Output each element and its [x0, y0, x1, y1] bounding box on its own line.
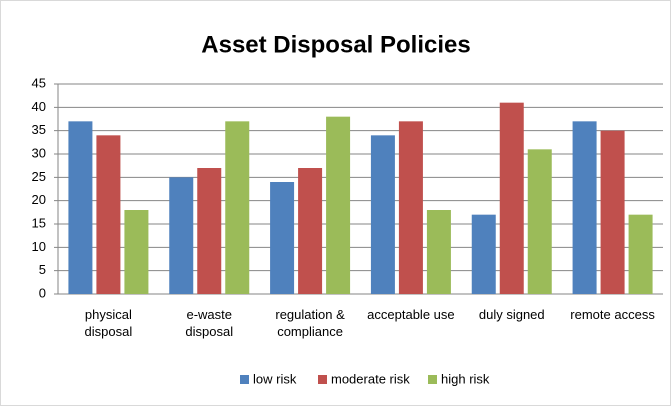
bar — [527, 149, 552, 294]
x-tick-label: duly signed — [478, 307, 545, 322]
bar — [169, 177, 194, 294]
bar — [68, 121, 93, 294]
legend-label: high risk — [441, 371, 490, 386]
x-tick-label: acceptable use — [367, 307, 455, 322]
bar — [124, 210, 149, 294]
y-tick-label: 5 — [39, 262, 46, 277]
bar — [96, 135, 121, 294]
bar — [326, 116, 351, 295]
y-tick-label: 45 — [32, 75, 46, 90]
y-tick-label: 15 — [32, 215, 46, 230]
y-tick-label: 40 — [32, 99, 46, 114]
y-tick-label: 20 — [32, 192, 46, 207]
bar — [370, 135, 395, 294]
x-tick-label: regulation & compliance — [275, 307, 345, 339]
bar — [398, 121, 423, 294]
legend-label: moderate risk — [331, 371, 410, 386]
bar — [600, 130, 625, 294]
y-tick-label: 30 — [32, 145, 46, 160]
bar — [471, 214, 496, 294]
legend-swatch — [428, 375, 437, 384]
y-tick-label: 0 — [39, 285, 46, 300]
bar — [197, 168, 222, 294]
chart-title: Asset Disposal Policies — [201, 31, 470, 58]
y-tick-label: 35 — [32, 122, 46, 137]
legend-swatch — [318, 375, 327, 384]
x-tick-label: e-waste disposal — [185, 307, 234, 339]
bar — [298, 168, 323, 294]
x-tick-label: remote access — [570, 307, 655, 322]
bar — [426, 210, 451, 294]
bar — [572, 121, 597, 294]
legend-label: low risk — [253, 371, 297, 386]
legend-swatch — [240, 375, 249, 384]
bar — [499, 102, 524, 295]
bar — [225, 121, 250, 294]
bar — [270, 182, 295, 294]
x-tick-label: physical disposal — [84, 307, 133, 339]
bar — [628, 214, 653, 294]
y-tick-label: 10 — [32, 239, 46, 254]
y-tick-label: 25 — [32, 169, 46, 184]
